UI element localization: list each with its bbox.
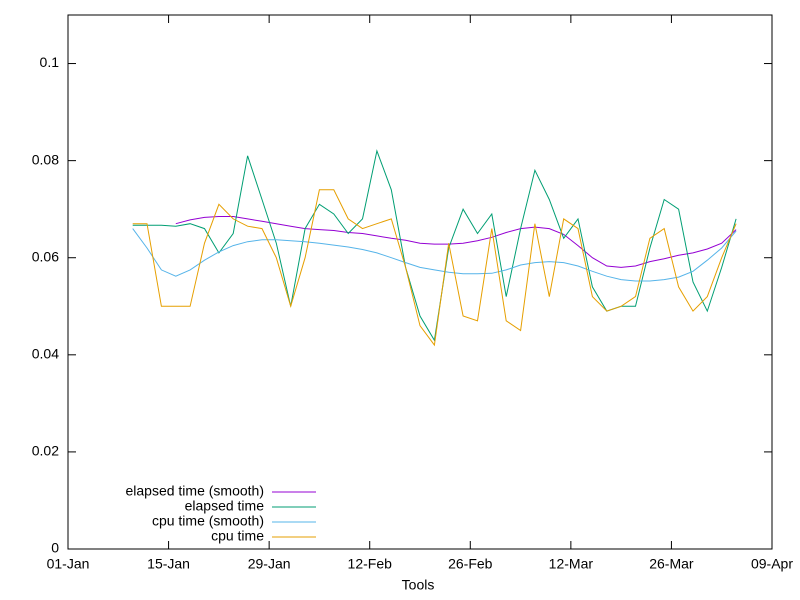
x-tick-label: 12-Feb [348,556,393,572]
legend-label: elapsed time [185,498,265,514]
y-tick-label: 0.1 [40,54,60,70]
x-tick-label: 01-Jan [47,556,90,572]
y-tick-label: 0.04 [32,346,59,362]
series-line [132,149,737,342]
y-tick-label: 0.02 [32,443,59,459]
x-axis-label: Tools [402,577,435,593]
x-tick-label: 12-Mar [549,556,594,572]
plot-frame [67,14,773,550]
y-tick-label: 0 [51,540,59,556]
x-tick-label: 15-Jan [147,556,190,572]
x-tick-label: 29-Jan [248,556,291,572]
series-line [132,228,737,282]
series-line [132,189,737,347]
legend-label: cpu time (smooth) [152,513,264,529]
y-tick-label: 0.08 [32,151,59,167]
y-tick-label: 0.06 [32,248,59,264]
x-tick-label: 26-Feb [448,556,493,572]
legend-label: elapsed time (smooth) [125,483,264,499]
x-tick-label: 26-Mar [649,556,694,572]
x-tick-label: 09-Apr [751,556,793,572]
legend-label: cpu time [211,528,264,544]
